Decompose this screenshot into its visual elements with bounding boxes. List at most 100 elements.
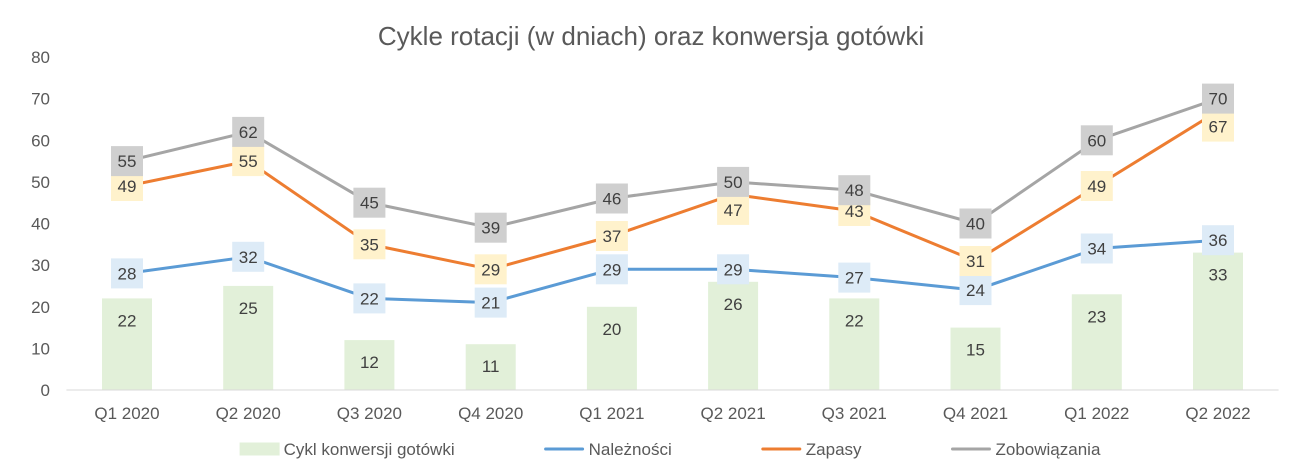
data-labels: 22 25 12 11 20 26 22 15 23 33 28 32 22 21 29 29 27 24 34 36… xyxy=(111,83,1234,376)
data-label-box xyxy=(595,254,628,285)
data-label-box xyxy=(1080,125,1113,156)
bar xyxy=(1193,252,1243,390)
bar-data-label: 22 xyxy=(845,311,864,330)
legend-label: Należności xyxy=(589,440,672,459)
data-label-box xyxy=(959,208,992,239)
data-label: 46 xyxy=(602,190,621,209)
y-tick-label: 60 xyxy=(31,131,50,150)
y-tick-label: 50 xyxy=(31,173,50,192)
bar xyxy=(1071,294,1122,390)
data-label: 40 xyxy=(966,215,985,234)
y-tick-label: 70 xyxy=(31,90,50,109)
data-label-box xyxy=(838,175,871,206)
y-tick-label: 80 xyxy=(31,48,50,67)
y-tick-label: 20 xyxy=(31,298,50,317)
data-label: 70 xyxy=(1209,90,1228,109)
data-label: 60 xyxy=(1087,131,1106,150)
bar xyxy=(465,344,516,390)
data-label: 35 xyxy=(360,235,379,254)
data-label-box xyxy=(595,221,628,251)
data-label: 50 xyxy=(724,173,743,192)
bar xyxy=(829,298,880,390)
data-label: 29 xyxy=(481,260,500,279)
x-axis-tick-labels: Q1 2020 Q2 2020 Q3 2020 Q4 2020 Q1 2021 Q2 20… xyxy=(94,404,1250,423)
data-label-box xyxy=(353,283,386,314)
bar xyxy=(708,281,759,390)
bar xyxy=(223,285,274,390)
data-label-box xyxy=(595,183,628,214)
data-label-box xyxy=(474,287,507,318)
data-label-box xyxy=(1080,233,1113,264)
data-label: 22 xyxy=(360,289,379,308)
bar-data-label: 22 xyxy=(118,311,137,330)
x-tick-label: Q2 2022 xyxy=(1185,404,1250,423)
series-line xyxy=(125,238,1220,305)
y-tick-label: 0 xyxy=(41,381,50,400)
data-label-box xyxy=(959,275,992,306)
data-label: 37 xyxy=(602,227,621,246)
data-label: 49 xyxy=(118,177,137,196)
bar-data-label: 26 xyxy=(724,295,743,314)
data-label: 48 xyxy=(845,181,864,200)
data-label: 29 xyxy=(602,260,621,279)
bar-data-label: 15 xyxy=(966,341,985,360)
legend-swatch-bar xyxy=(239,442,280,456)
legend-label: Zapasy xyxy=(806,440,862,459)
chart-title: Cykle rotacji (w dniach) oraz konwersja … xyxy=(378,21,924,51)
y-tick-label: 40 xyxy=(31,215,50,234)
series-line xyxy=(125,109,1220,271)
data-label: 45 xyxy=(360,194,379,213)
bar xyxy=(950,327,1001,390)
data-label-box xyxy=(232,116,265,147)
bar xyxy=(344,340,395,390)
data-label: 55 xyxy=(118,152,137,171)
data-label-box xyxy=(232,146,265,177)
x-tick-label: Q3 2020 xyxy=(337,404,402,423)
bar-data-label: 33 xyxy=(1209,266,1228,285)
data-label-box xyxy=(717,254,750,285)
data-label-box xyxy=(838,262,871,293)
data-label: 32 xyxy=(239,248,258,267)
data-label-box xyxy=(1202,111,1234,142)
data-label: 29 xyxy=(724,260,743,279)
data-label: 55 xyxy=(239,152,258,171)
data-label-box xyxy=(232,241,265,272)
x-tick-label: Q4 2020 xyxy=(458,404,523,423)
data-label: 39 xyxy=(481,219,500,238)
bar xyxy=(102,298,152,390)
y-tick-label: 30 xyxy=(31,256,50,275)
data-label-box xyxy=(111,258,143,289)
data-label-box xyxy=(474,254,507,285)
bar-data-label: 25 xyxy=(239,299,258,318)
data-label: 28 xyxy=(118,264,137,283)
line-series xyxy=(125,97,1220,305)
data-label: 24 xyxy=(966,281,985,300)
data-label-box xyxy=(1080,171,1113,201)
data-label-box xyxy=(353,187,386,218)
x-tick-label: Q2 2021 xyxy=(700,404,765,423)
x-tick-label: Q1 2021 xyxy=(579,404,644,423)
data-label: 36 xyxy=(1209,231,1228,250)
data-label: 27 xyxy=(845,269,864,288)
data-label-box xyxy=(1202,225,1234,256)
data-label: 49 xyxy=(1087,177,1106,196)
data-label: 21 xyxy=(481,294,500,313)
x-tick-label: Q1 2022 xyxy=(1064,404,1129,423)
data-label-box xyxy=(717,166,750,197)
data-label-box xyxy=(474,212,507,243)
data-label-box xyxy=(959,246,992,276)
data-label-box xyxy=(717,194,750,225)
series-line xyxy=(125,97,1220,230)
data-label: 34 xyxy=(1087,240,1106,259)
x-tick-label: Q3 2021 xyxy=(822,404,887,423)
bar-data-label: 11 xyxy=(482,357,500,376)
bar-series xyxy=(102,252,1243,391)
data-label: 67 xyxy=(1209,118,1228,137)
y-axis-tick-labels: 0 10 20 30 40 50 60 70 80 xyxy=(31,48,50,400)
legend: Cykl konwersji gotówki Należności Zapasy Zo… xyxy=(239,440,1101,459)
bar-data-label: 20 xyxy=(602,320,621,339)
data-label: 62 xyxy=(239,123,258,142)
bar-data-label: 23 xyxy=(1087,307,1106,326)
data-label-box xyxy=(1202,83,1234,114)
